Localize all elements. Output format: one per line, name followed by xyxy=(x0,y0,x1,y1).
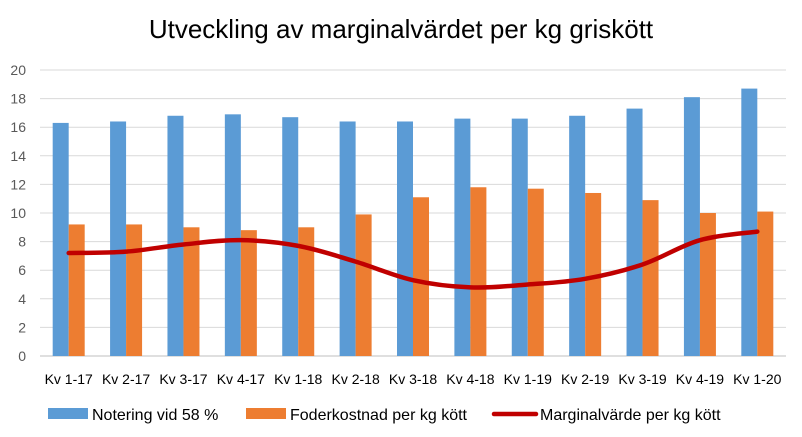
legend-swatch xyxy=(48,408,88,419)
x-tick-label: Kv 3-17 xyxy=(159,371,207,387)
y-tick-label: 8 xyxy=(18,234,26,250)
x-tick-label: Kv 1-19 xyxy=(504,371,552,387)
y-tick-label: 4 xyxy=(18,291,26,307)
bar-foderkostnad xyxy=(68,224,85,356)
y-tick-label: 6 xyxy=(18,262,26,278)
y-tick-label: 16 xyxy=(10,119,26,135)
bar-foderkostnad xyxy=(642,200,659,356)
x-tick-label: Kv 4-17 xyxy=(217,371,265,387)
y-tick-label: 12 xyxy=(10,176,26,192)
chart-title: Utveckling av marginalvärdet per kg gris… xyxy=(148,14,654,44)
bar-notering xyxy=(339,121,356,356)
bar-notering xyxy=(397,121,413,356)
x-tick-label: Kv 1-20 xyxy=(733,371,781,387)
bar-foderkostnad xyxy=(757,211,774,356)
legend-label: Foderkostnad per kg kött xyxy=(290,407,468,424)
bar-notering xyxy=(282,117,299,356)
y-tick-label: 14 xyxy=(10,148,26,164)
legend: Notering vid 58 % Foderkostnad per kg köt… xyxy=(48,407,721,424)
bars xyxy=(52,88,774,357)
bar-notering xyxy=(569,115,586,356)
bar-foderkostnad xyxy=(470,187,487,356)
x-tick-label: Kv 2-17 xyxy=(102,371,150,387)
x-tick-label: Kv 4-18 xyxy=(446,371,494,387)
x-tick-label: Kv 3-18 xyxy=(389,371,437,387)
bar-foderkostnad xyxy=(355,214,372,356)
bar-foderkostnad xyxy=(240,230,257,356)
y-axis-ticks: 0 2 4 6 8 10 12 14 16 18 20 xyxy=(10,62,26,364)
bar-notering xyxy=(741,88,758,356)
y-tick-label: 10 xyxy=(10,205,26,221)
y-tick-label: 0 xyxy=(18,348,26,364)
x-tick-label: Kv 1-17 xyxy=(45,371,93,387)
bar-notering xyxy=(224,114,241,356)
bar-foderkostnad xyxy=(126,224,143,356)
bar-notering xyxy=(52,122,69,356)
legend-label: Notering vid 58 % xyxy=(92,407,218,424)
y-tick-label: 2 xyxy=(18,319,26,335)
line-series xyxy=(66,229,760,290)
x-tick-label: Kv 4-19 xyxy=(676,371,724,387)
bar-foderkostnad xyxy=(298,227,315,356)
bar-foderkostnad xyxy=(183,227,200,356)
bar-notering xyxy=(511,118,528,357)
bar-foderkostnad xyxy=(527,188,544,356)
x-axis-ticks: Kv 1-17 Kv 2-17 Kv 3-17 Kv 4-17 Kv 1-18 Kv 2-… xyxy=(45,371,782,387)
y-tick-label: 18 xyxy=(10,91,26,107)
legend-label: Marginalvärde per kg kött xyxy=(540,407,721,424)
bar-notering xyxy=(110,121,127,356)
bar-foderkostnad xyxy=(585,192,602,356)
bar-foderkostnad xyxy=(699,213,716,356)
bar-notering xyxy=(454,118,471,357)
x-tick-label: Kv 1-18 xyxy=(274,371,322,387)
x-tick-label: Kv 2-19 xyxy=(561,371,609,387)
bar-notering xyxy=(167,115,184,356)
x-tick-label: Kv 2-18 xyxy=(331,371,379,387)
legend-swatch xyxy=(246,408,286,419)
x-tick-label: Kv 3-19 xyxy=(618,371,666,387)
bar-foderkostnad xyxy=(413,197,429,356)
y-tick-label: 20 xyxy=(10,62,26,78)
bar-notering xyxy=(626,108,643,356)
bar-notering xyxy=(683,97,700,357)
